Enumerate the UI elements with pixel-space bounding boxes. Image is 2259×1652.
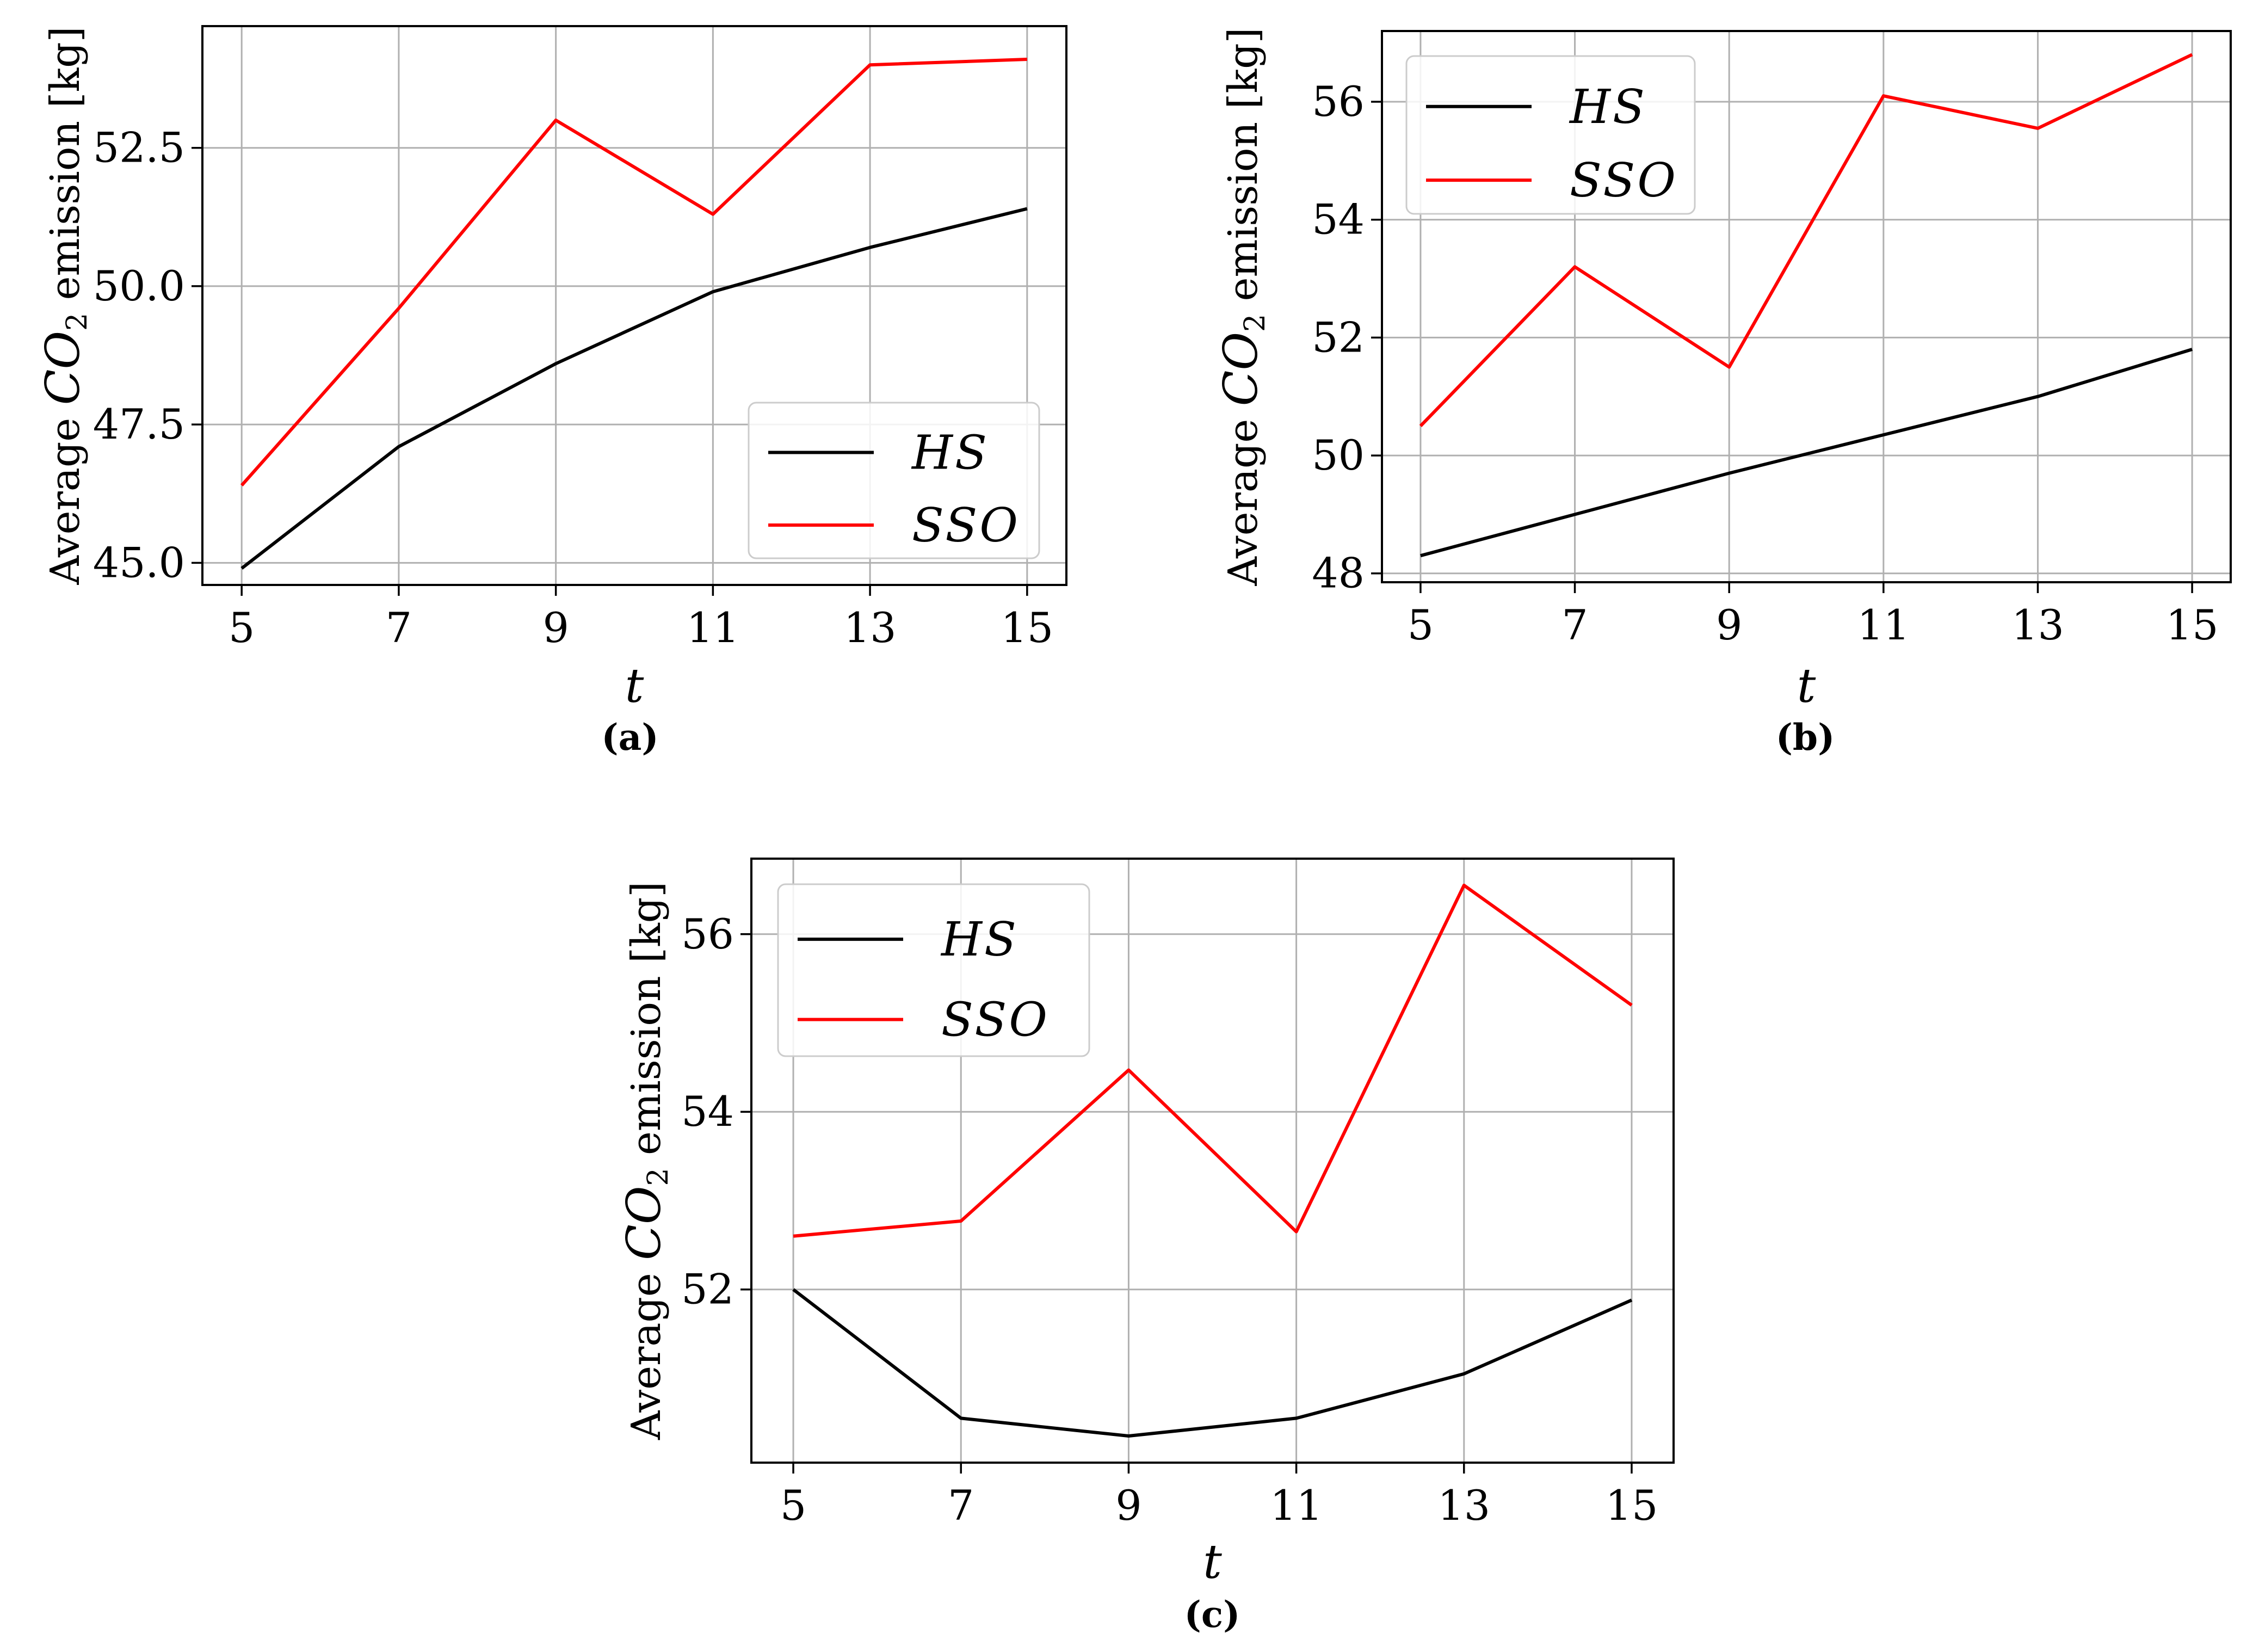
x-tick-label: 7 <box>948 1481 974 1530</box>
y-tick-label: 52 <box>1312 313 1365 361</box>
y-tick-label: 45.0 <box>93 538 185 587</box>
y-tick-label: 56 <box>1312 77 1365 126</box>
x-tick-label: 9 <box>1115 1481 1141 1530</box>
legend-box <box>748 402 1040 559</box>
y-axis-label-subscript: 2 <box>1239 314 1272 332</box>
x-tick-label: 15 <box>1001 603 1053 652</box>
series-line-sso <box>793 884 1633 1238</box>
legend-box <box>777 883 1090 1057</box>
legend-label-sso: SSO <box>1570 153 1678 208</box>
series-line-hs <box>792 1288 1633 1438</box>
y-axis-label-prefix: Average <box>1220 406 1267 586</box>
y-axis-label-subscript: 2 <box>642 1168 675 1186</box>
y-axis-label: Average CO2 emission [kg] <box>617 882 675 1440</box>
y-axis-label-symbol: CO <box>1214 332 1268 406</box>
plot-frame <box>201 25 1067 586</box>
legend: HS SSO <box>1405 55 1696 215</box>
x-tick-label: 11 <box>1857 601 1910 649</box>
x-tick-label: 9 <box>1716 601 1742 649</box>
y-axis-label: Average CO2 emission [kg] <box>36 26 94 585</box>
legend: HS SSO <box>777 883 1090 1057</box>
panel-caption: (a) <box>601 716 658 759</box>
x-tick-label: 9 <box>542 603 569 652</box>
y-tick-label: 52 <box>681 1265 734 1314</box>
legend-label-hs: HS <box>911 426 989 480</box>
x-tick-label: 7 <box>386 603 412 652</box>
y-axis-label-suffix: emission [kg] <box>1220 27 1267 313</box>
legend-label-sso: SSO <box>941 993 1050 1047</box>
series-line-sso <box>240 58 1027 486</box>
y-tick-label: 50 <box>1312 431 1365 479</box>
x-tick-label: 5 <box>780 1481 806 1530</box>
y-tick-label: 48 <box>1312 549 1365 597</box>
chart-a: 5 7 9 11 13 15 45.0 47.5 50.0 52.5 t Average CO2 em… <box>36 25 1067 759</box>
x-axis-label: t <box>1797 659 1816 713</box>
x-axis-label: t <box>625 659 644 713</box>
legend-label-hs: HS <box>940 913 1019 967</box>
y-tick-label: 50.0 <box>93 262 185 310</box>
chart-b: 5 7 9 11 13 15 48 50 52 54 56 t Average CO2 emission… <box>1214 27 2232 759</box>
legend-label-sso: SSO <box>912 498 1020 553</box>
series-line-sso <box>1419 53 2193 427</box>
x-tick-label: 5 <box>1408 601 1434 649</box>
y-tick-label: 47.5 <box>93 400 185 448</box>
y-axis-label-prefix: Average <box>42 405 89 585</box>
y-axis-label-subscript: 2 <box>61 313 94 331</box>
plot-frame <box>750 858 1675 1464</box>
panel-caption: (b) <box>1776 716 1835 759</box>
x-tick-label: 11 <box>687 603 739 652</box>
y-tick-label: 56 <box>681 910 734 958</box>
x-tick-label: 15 <box>1606 1481 1658 1530</box>
y-tick-label: 54 <box>681 1087 734 1136</box>
legend: HS SSO <box>748 402 1040 559</box>
y-axis-label-suffix: emission [kg] <box>623 882 670 1168</box>
panel-caption: (c) <box>1184 1593 1240 1636</box>
chart-c: 5 7 9 11 13 15 52 54 56 t Average CO2 emission [kg… <box>617 858 1675 1636</box>
y-axis-label-prefix: Average <box>623 1260 670 1440</box>
x-tick-label: 7 <box>1561 601 1588 649</box>
x-tick-label: 13 <box>844 603 897 652</box>
y-tick-label: 52.5 <box>93 124 185 172</box>
y-axis-label-symbol: CO <box>617 1186 671 1260</box>
y-axis-label-symbol: CO <box>36 331 90 405</box>
series-line-hs <box>1420 348 2193 558</box>
x-tick-label: 13 <box>2011 601 2064 649</box>
x-axis-label: t <box>1203 1535 1222 1589</box>
x-tick-label: 13 <box>1437 1481 1490 1530</box>
legend-label-hs: HS <box>1569 80 1647 134</box>
x-tick-label: 11 <box>1270 1481 1323 1530</box>
y-axis-label: Average CO2 emission [kg] <box>1214 27 1272 586</box>
x-tick-label: 15 <box>2166 601 2219 649</box>
plot-frame <box>1381 30 2232 583</box>
y-tick-label: 54 <box>1312 195 1365 244</box>
series-line-hs <box>240 207 1028 570</box>
y-axis-label-suffix: emission [kg] <box>42 26 89 312</box>
legend-box <box>1405 55 1696 215</box>
x-tick-label: 5 <box>229 603 255 652</box>
